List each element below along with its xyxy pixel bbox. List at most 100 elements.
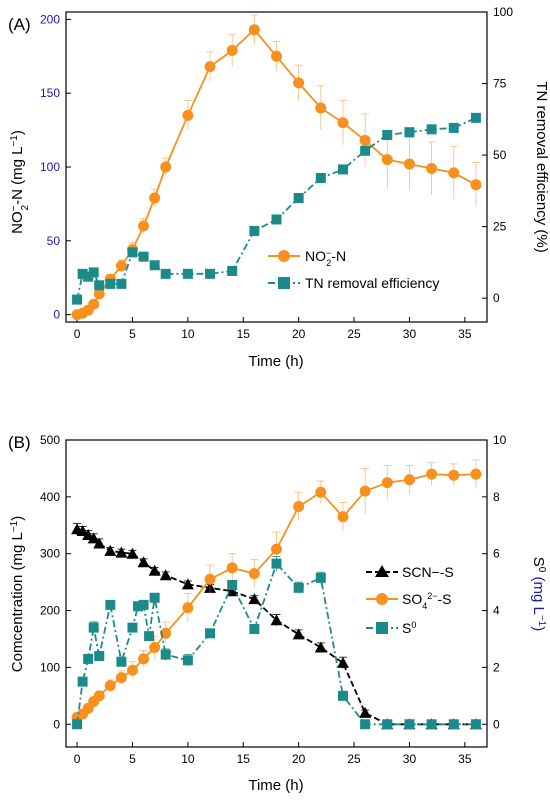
data-point bbox=[160, 649, 171, 660]
data-point bbox=[138, 599, 149, 610]
panel-b-legend-s0: S0 bbox=[402, 620, 416, 636]
right-y-tick-label: 75 bbox=[493, 77, 507, 91]
data-point bbox=[76, 524, 89, 536]
data-point bbox=[205, 628, 216, 639]
panel-a-series bbox=[71, 14, 482, 321]
data-point bbox=[470, 179, 482, 191]
data-point bbox=[149, 192, 161, 204]
data-point bbox=[160, 161, 172, 173]
panel-a-x-ticks: 0 5 10 15 20 25 30 35 bbox=[74, 317, 472, 341]
x-tick-label: 30 bbox=[403, 752, 417, 766]
data-point bbox=[448, 719, 459, 730]
right-y-tick-label: 0 bbox=[493, 291, 500, 305]
data-point bbox=[426, 162, 438, 174]
data-point bbox=[226, 562, 238, 574]
data-point bbox=[182, 655, 193, 666]
data-point bbox=[115, 546, 128, 558]
data-point bbox=[149, 642, 161, 654]
left-y-tick-label: 300 bbox=[40, 547, 60, 561]
panel-b-left-axis-label: Comcentration (mg L−1) bbox=[9, 516, 27, 672]
data-point bbox=[293, 501, 305, 513]
panel-b-left-ticks: 0 100 200 300 400 500 bbox=[40, 433, 71, 731]
panel-b-legend-so4: SO42−-S bbox=[402, 591, 452, 611]
panel-a-right-ticks: 0 25 50 75 100 bbox=[482, 5, 513, 305]
x-tick-label: 0 bbox=[74, 327, 81, 341]
data-point bbox=[72, 719, 83, 730]
panel-b-label: (B) bbox=[8, 433, 31, 452]
panel-a: (A) 0 5 10 15 20 25 30 35 0 50 100 150 200 0 25 50 75 1… bbox=[8, 5, 550, 370]
data-point bbox=[115, 260, 127, 272]
data-point bbox=[404, 719, 415, 730]
series-circle bbox=[71, 14, 482, 321]
data-point bbox=[271, 50, 282, 62]
data-point bbox=[336, 656, 349, 668]
x-tick-label: 20 bbox=[292, 752, 306, 766]
data-point bbox=[182, 109, 194, 121]
x-tick-label: 25 bbox=[347, 327, 361, 341]
x-tick-label: 15 bbox=[237, 327, 251, 341]
data-point bbox=[227, 579, 238, 590]
right-y-tick-label: 50 bbox=[493, 148, 507, 162]
data-point bbox=[116, 278, 127, 289]
data-point bbox=[470, 719, 481, 730]
data-point bbox=[93, 690, 105, 702]
data-point bbox=[94, 280, 105, 291]
right-y-tick-label: 4 bbox=[493, 604, 500, 618]
data-point bbox=[182, 602, 194, 614]
left-y-tick-label: 500 bbox=[40, 433, 60, 447]
data-point bbox=[133, 601, 144, 612]
data-point bbox=[149, 592, 160, 603]
data-point bbox=[159, 569, 172, 581]
data-point bbox=[127, 247, 138, 258]
panel-a-legend-tn: TN removal efficiency bbox=[305, 275, 439, 291]
data-point bbox=[249, 624, 260, 635]
left-y-tick-label: 0 bbox=[53, 717, 60, 731]
data-point bbox=[83, 271, 94, 282]
data-point bbox=[204, 573, 216, 585]
data-point bbox=[248, 593, 261, 605]
data-point bbox=[104, 544, 117, 556]
series-line bbox=[76, 28, 477, 316]
panel-b-legend-scn: SCN−-S bbox=[402, 564, 454, 580]
x-tick-label: 15 bbox=[237, 752, 251, 766]
left-y-tick-label: 150 bbox=[40, 86, 60, 100]
data-point bbox=[448, 469, 460, 481]
data-point bbox=[105, 278, 116, 289]
data-point bbox=[293, 77, 305, 89]
x-tick-label: 10 bbox=[181, 752, 195, 766]
x-tick-label: 20 bbox=[292, 327, 306, 341]
data-point bbox=[292, 628, 305, 640]
data-point bbox=[381, 154, 393, 166]
data-point bbox=[448, 167, 460, 179]
data-point bbox=[249, 225, 260, 236]
x-tick-label: 5 bbox=[129, 752, 136, 766]
right-y-tick-label: 0 bbox=[493, 717, 500, 731]
data-point bbox=[382, 719, 393, 730]
left-y-tick-label: 100 bbox=[40, 160, 60, 174]
panel-a-label: (A) bbox=[8, 15, 31, 34]
data-point bbox=[359, 706, 372, 718]
data-point bbox=[226, 44, 238, 56]
data-point bbox=[337, 690, 348, 701]
data-point bbox=[470, 468, 482, 480]
panel-a-left-axis-label: NO−2-N (mg L−1) bbox=[9, 130, 31, 234]
data-point bbox=[160, 268, 171, 279]
series-line bbox=[76, 561, 476, 726]
data-point bbox=[426, 719, 437, 730]
panel-b-series bbox=[71, 459, 482, 730]
x-tick-label: 35 bbox=[458, 327, 472, 341]
data-point bbox=[315, 486, 327, 498]
data-point bbox=[359, 134, 371, 146]
data-point bbox=[315, 102, 327, 114]
data-point bbox=[271, 214, 282, 225]
data-point bbox=[403, 158, 415, 170]
panel-b: (B) 0 5 10 15 20 25 30 35 0 100 200 300 400 500 0 2 4 6… bbox=[8, 433, 548, 794]
left-y-tick-label: 50 bbox=[47, 234, 61, 248]
data-point bbox=[138, 653, 150, 665]
data-point bbox=[382, 130, 393, 141]
data-point bbox=[337, 511, 349, 523]
data-point bbox=[144, 631, 155, 642]
data-point bbox=[105, 599, 116, 610]
x-tick-label: 5 bbox=[129, 327, 136, 341]
right-y-tick-label: 25 bbox=[493, 220, 507, 234]
